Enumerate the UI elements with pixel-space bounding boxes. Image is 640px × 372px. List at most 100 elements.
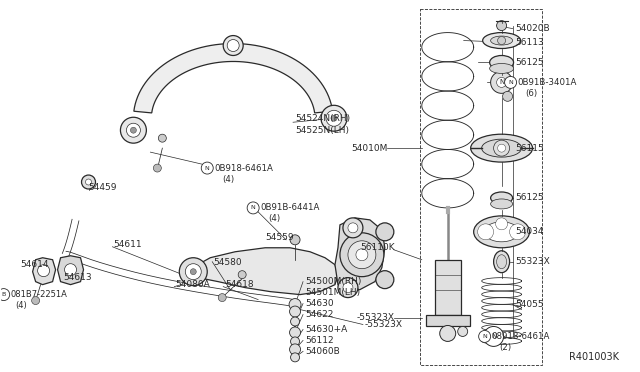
- Circle shape: [218, 294, 226, 302]
- Circle shape: [247, 202, 259, 214]
- Text: 08918-6461A: 08918-6461A: [492, 332, 550, 341]
- Circle shape: [326, 110, 342, 126]
- Text: 54501M(LH): 54501M(LH): [305, 288, 360, 297]
- Circle shape: [227, 39, 239, 51]
- Text: -55323X: -55323X: [365, 320, 403, 329]
- Circle shape: [343, 218, 363, 238]
- Text: 54580: 54580: [213, 258, 242, 267]
- Ellipse shape: [484, 222, 519, 242]
- Circle shape: [479, 330, 491, 342]
- Circle shape: [497, 77, 507, 87]
- Circle shape: [289, 344, 301, 355]
- Circle shape: [498, 36, 506, 45]
- Text: B: B: [1, 292, 6, 297]
- Circle shape: [86, 179, 92, 185]
- Text: (6): (6): [525, 89, 538, 98]
- Circle shape: [291, 317, 300, 326]
- Circle shape: [127, 123, 140, 137]
- Text: N: N: [508, 80, 513, 85]
- Text: 54611: 54611: [113, 240, 142, 249]
- Text: 0B91B-3401A: 0B91B-3401A: [518, 78, 577, 87]
- Text: N: N: [499, 79, 504, 86]
- Text: 54060B: 54060B: [305, 347, 340, 356]
- Circle shape: [201, 162, 213, 174]
- Circle shape: [497, 20, 507, 31]
- Text: 54020B: 54020B: [516, 24, 550, 33]
- Text: (2): (2): [500, 343, 512, 352]
- Circle shape: [493, 140, 509, 156]
- Circle shape: [484, 327, 504, 346]
- Text: 54034: 54034: [516, 227, 544, 236]
- Circle shape: [340, 233, 384, 277]
- Bar: [420, 9, 541, 365]
- Circle shape: [440, 326, 456, 341]
- Text: 56110K: 56110K: [360, 243, 395, 252]
- Polygon shape: [58, 256, 83, 285]
- Text: N: N: [205, 166, 210, 171]
- Circle shape: [376, 223, 394, 241]
- Text: 54055: 54055: [516, 300, 544, 309]
- Circle shape: [509, 224, 525, 240]
- Circle shape: [348, 241, 376, 269]
- Text: 56125: 56125: [516, 193, 544, 202]
- Polygon shape: [335, 218, 385, 292]
- Circle shape: [0, 289, 10, 301]
- Text: 54622: 54622: [305, 310, 333, 319]
- Text: -55323X: -55323X: [357, 313, 395, 322]
- Circle shape: [498, 144, 506, 152]
- Text: 0B91B-6441A: 0B91B-6441A: [260, 203, 319, 212]
- Text: (4): (4): [15, 301, 28, 310]
- Circle shape: [477, 224, 493, 240]
- Text: N: N: [483, 334, 487, 339]
- Circle shape: [131, 127, 136, 133]
- Circle shape: [65, 264, 77, 276]
- Text: 54630+A: 54630+A: [305, 325, 348, 334]
- Text: 081B7-2251A: 081B7-2251A: [11, 290, 68, 299]
- Circle shape: [338, 278, 358, 298]
- Text: 54524N(RH): 54524N(RH): [295, 114, 350, 123]
- Circle shape: [321, 105, 347, 131]
- Circle shape: [290, 235, 300, 245]
- Ellipse shape: [490, 55, 513, 70]
- Bar: [435, 260, 461, 314]
- Circle shape: [458, 327, 468, 336]
- Circle shape: [291, 353, 300, 362]
- Text: 56115: 56115: [516, 144, 545, 153]
- Circle shape: [289, 299, 301, 311]
- Ellipse shape: [482, 139, 522, 157]
- Ellipse shape: [470, 134, 532, 162]
- Text: 56113: 56113: [516, 38, 545, 47]
- Polygon shape: [192, 248, 338, 295]
- Text: 54080A: 54080A: [175, 280, 210, 289]
- Circle shape: [120, 117, 147, 143]
- Circle shape: [289, 306, 301, 317]
- Circle shape: [179, 258, 207, 286]
- Text: 54618: 54618: [225, 280, 254, 289]
- Text: 55323X: 55323X: [516, 257, 550, 266]
- Ellipse shape: [493, 251, 509, 273]
- Text: 54559: 54559: [265, 233, 294, 242]
- Text: 54459: 54459: [88, 183, 117, 192]
- Circle shape: [504, 76, 516, 89]
- Ellipse shape: [483, 33, 520, 48]
- Circle shape: [31, 296, 40, 305]
- Circle shape: [190, 269, 196, 275]
- Circle shape: [331, 115, 337, 121]
- Circle shape: [356, 249, 368, 261]
- Text: (4): (4): [268, 214, 280, 223]
- Ellipse shape: [497, 255, 507, 269]
- Circle shape: [376, 271, 394, 289]
- Text: (4): (4): [222, 174, 234, 183]
- Circle shape: [223, 36, 243, 55]
- Circle shape: [502, 92, 513, 101]
- Circle shape: [38, 265, 49, 277]
- Text: 54500M(RH): 54500M(RH): [305, 277, 362, 286]
- Text: 54613: 54613: [63, 273, 92, 282]
- Text: 56112: 56112: [305, 336, 333, 345]
- Text: 54614: 54614: [20, 260, 49, 269]
- Circle shape: [495, 218, 508, 230]
- Polygon shape: [134, 44, 333, 113]
- Circle shape: [158, 134, 166, 142]
- Circle shape: [348, 223, 358, 233]
- Ellipse shape: [491, 192, 513, 204]
